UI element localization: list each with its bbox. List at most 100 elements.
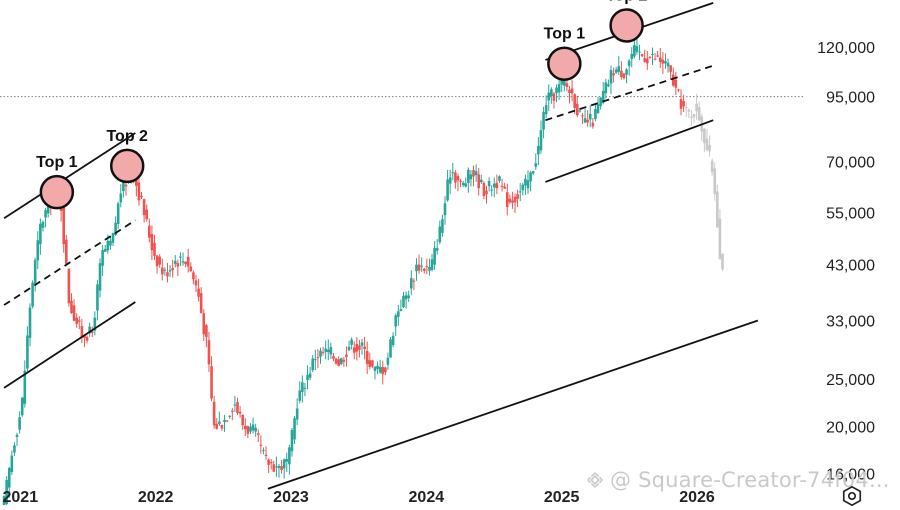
candle-body	[402, 295, 405, 308]
candle-body	[511, 200, 514, 203]
trendline-2	[3, 219, 136, 306]
x-axis: 2021 2022 2023 2024 2025 2026	[3, 489, 715, 506]
candle-body	[15, 434, 19, 438]
candle-body	[485, 190, 488, 195]
candle-body	[365, 351, 369, 364]
candle-body	[109, 240, 112, 246]
candle-body	[373, 366, 377, 371]
candle-body	[122, 178, 125, 192]
candle-body	[513, 196, 517, 203]
candle-body	[697, 107, 701, 121]
candle-body	[31, 282, 34, 307]
candle-body	[415, 264, 418, 272]
candle-body	[324, 348, 327, 352]
candle-body	[67, 268, 71, 304]
candle-body	[179, 256, 182, 258]
candle-body	[425, 266, 429, 268]
candle-body	[565, 83, 569, 87]
candle-body	[604, 82, 608, 94]
settings-hexagon-icon[interactable]	[841, 485, 863, 507]
candle-body	[495, 182, 499, 189]
candle-body	[713, 168, 717, 195]
candle-body	[570, 88, 574, 94]
candle-body	[560, 78, 564, 85]
candle-body	[116, 203, 120, 224]
candle-body	[391, 335, 395, 346]
candle-body	[41, 222, 45, 228]
candle-body	[721, 253, 724, 270]
candle-body	[168, 270, 172, 272]
candle-body	[339, 358, 343, 365]
candle-body	[443, 203, 447, 216]
candle-body	[308, 373, 312, 378]
candle-body	[218, 421, 221, 424]
candle-body	[521, 184, 525, 191]
candle-body	[718, 218, 722, 259]
candle-body	[555, 87, 558, 94]
candle-body	[490, 189, 493, 191]
candle-body	[599, 97, 602, 107]
candle-body	[438, 226, 442, 243]
candle-body	[384, 367, 387, 373]
candle-body	[90, 331, 94, 333]
candle-body	[687, 109, 691, 112]
candle-body	[70, 300, 73, 313]
candle-body	[254, 427, 257, 432]
candle-body	[612, 73, 615, 76]
candle-body	[345, 354, 348, 357]
candle-body	[708, 145, 711, 152]
candle-body	[197, 288, 200, 297]
candle-body	[596, 104, 600, 114]
x-tick-label: 2021	[3, 489, 39, 505]
candle-body	[386, 357, 390, 365]
candle-body	[85, 336, 89, 341]
candle-body	[231, 410, 234, 412]
candle-body	[280, 466, 283, 471]
candle-body	[264, 454, 268, 456]
candle-body	[72, 305, 76, 321]
candle-body	[518, 191, 522, 193]
candle-body	[295, 408, 299, 420]
candle-body	[643, 58, 647, 62]
candle-body	[142, 199, 146, 216]
candle-body	[617, 66, 621, 72]
candle-body	[293, 418, 296, 440]
trendline-3	[3, 301, 136, 389]
candle-body	[627, 60, 631, 67]
candle-body	[492, 183, 496, 188]
y-tick-label: 33,000	[826, 313, 875, 330]
top-marker-circle	[109, 148, 145, 184]
candle-body	[430, 259, 434, 270]
candle-body	[103, 249, 107, 252]
candle-body	[500, 185, 504, 187]
candle-body	[350, 339, 353, 345]
candle-body	[363, 346, 366, 350]
candle-body	[614, 69, 618, 73]
candle-body	[33, 260, 37, 284]
y-tick-label: 95,000	[826, 90, 875, 107]
candle-body	[552, 93, 556, 101]
candle-body	[669, 65, 672, 72]
candle-body	[503, 186, 506, 189]
candle-body	[607, 84, 610, 87]
candle-body	[101, 250, 104, 266]
candle-body	[620, 70, 623, 78]
candle-body	[282, 459, 286, 469]
candle-body	[28, 307, 32, 338]
trendline-6	[545, 119, 714, 183]
candle-body	[633, 45, 636, 57]
candle-body	[716, 191, 719, 228]
candle-body	[397, 311, 400, 317]
candle-body	[10, 455, 14, 472]
candle-body	[376, 365, 379, 369]
candle-body	[181, 261, 185, 263]
candle-body	[661, 59, 665, 64]
candle-body	[207, 340, 211, 365]
candle-body	[186, 256, 190, 267]
x-tick-label: 2024	[409, 489, 445, 505]
candle-body	[508, 198, 512, 203]
candle-body	[243, 425, 247, 430]
top-marker-circle	[547, 46, 582, 81]
candle-body	[389, 339, 392, 358]
